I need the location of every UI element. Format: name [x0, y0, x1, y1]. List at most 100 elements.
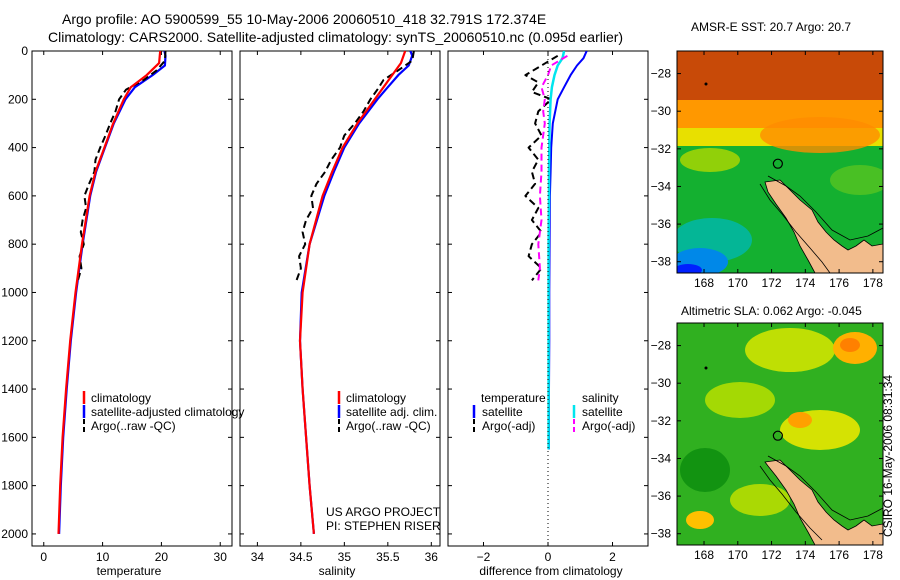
project-note-line2: PI: STEPHEN RISER — [326, 519, 441, 533]
sst_map-lon-label: 170 — [728, 276, 748, 290]
sst_map-lat-label: −28 — [651, 67, 672, 81]
sla_map-lon-label: 174 — [795, 548, 815, 562]
difference-axis-label: difference from climatology — [479, 564, 622, 578]
sla-coastline — [764, 459, 883, 545]
sst-map-field — [677, 51, 883, 273]
sla-patch-yellow-1 — [745, 328, 835, 372]
temperature-xtick-label: 30 — [214, 550, 228, 564]
project-note-line1: US ARGO PROJECT — [326, 505, 441, 519]
sla-shelf-contour-2 — [767, 455, 883, 521]
sla-patch-orange-2 — [840, 338, 860, 352]
temperature-axis-label: temperature — [97, 564, 162, 578]
temperature-xtick-label: 20 — [155, 550, 169, 564]
salinity-axis-label: salinity — [319, 564, 356, 578]
depth-tick-label: 1200 — [1, 334, 28, 348]
sla-islet — [704, 366, 708, 370]
salinity-series-argo — [295, 51, 415, 281]
difference-series-temperature-satellite — [548, 51, 588, 450]
sla_map-lon-label: 172 — [762, 548, 782, 562]
legend-label-temp-satellite: satellite — [482, 405, 523, 419]
sst-patch-yellow — [680, 148, 740, 172]
legend-label-climatology: climatology — [346, 391, 406, 405]
sst-shelf-contour — [759, 183, 831, 273]
difference-series-salinity-satellite — [547, 51, 566, 450]
sla-patch-orange-3 — [788, 412, 812, 428]
figure-title-line1: Argo profile: AO 5900599_55 10-May-2006 … — [62, 11, 547, 27]
legend-label-argo: Argo(..raw -QC) — [346, 419, 431, 433]
legend-title-salinity: salinity — [582, 391, 619, 405]
sla_map-lat-label: −28 — [651, 339, 672, 353]
salinity-xtick-label: 36 — [425, 550, 439, 564]
sla_map-lat-label: −34 — [651, 451, 672, 465]
figure-title-line2: Climatology: CARS2000. Satellite-adjuste… — [48, 29, 624, 45]
depth-tick-label: 200 — [8, 92, 28, 106]
sla-patch-darkgreen — [680, 448, 730, 492]
temperature-series-climatology — [57, 51, 162, 534]
sst_map-lat-label: −30 — [651, 104, 672, 118]
sst_map-lat-label: −32 — [651, 142, 672, 156]
legend-label-sal-argo: Argo(-adj) — [582, 419, 635, 433]
temperature-legend: climatology satellite-adjusted climatolo… — [82, 391, 244, 433]
sst-float-marker — [772, 158, 783, 169]
sst-patch-lightgreen — [830, 165, 883, 195]
depth-tick-label: 1800 — [1, 479, 28, 493]
sla_map-lon-label: 178 — [863, 548, 883, 562]
legend-label-argo: Argo(..raw -QC) — [91, 419, 176, 433]
difference-curves — [524, 51, 588, 450]
difference-series-temperature-argo — [524, 54, 559, 282]
sst-coastline — [764, 179, 883, 273]
temperature-curves — [57, 51, 167, 534]
salinity-curves — [295, 51, 415, 534]
difference-xtick-label: 2 — [609, 550, 616, 564]
depth-tick-label: 1000 — [1, 285, 28, 299]
sst-patch-orange — [760, 117, 880, 153]
difference-legend: temperature salinity satellite Argo(-adj… — [472, 391, 635, 433]
sla_map-lat-label: −30 — [651, 376, 672, 390]
legend-label-sal-satellite: satellite — [582, 405, 623, 419]
salinity-panel-frame — [239, 50, 441, 547]
sla-shelf-contour — [759, 465, 823, 541]
sla_map-lon-label: 168 — [694, 548, 714, 562]
salinity-xtick-label: 35.5 — [376, 550, 400, 564]
sla-float-marker — [772, 430, 783, 441]
sla-map-title: Altimetric SLA: 0.062 Argo: -0.045 — [681, 304, 862, 318]
sst_map-lat-label: −34 — [651, 179, 672, 193]
depth-tick-label: 1600 — [1, 430, 28, 444]
sla_map-lat-label: −36 — [651, 489, 672, 503]
sla-patch-yellow-2 — [705, 382, 775, 418]
salinity-xtick-label: 34 — [251, 550, 265, 564]
legend-label-satellite: satellite-adjusted climatology — [91, 405, 244, 419]
depth-tick-label: 2000 — [1, 527, 28, 541]
sst_map-lat-label: −36 — [651, 217, 672, 231]
sla_map-lon-label: 176 — [829, 548, 849, 562]
temperature-xtick-label: 10 — [96, 550, 110, 564]
sst_map-lon-label: 168 — [694, 276, 714, 290]
depth-tick-label: 600 — [8, 189, 28, 203]
salinity-xtick-label: 35 — [338, 550, 352, 564]
sla_map-lon-label: 170 — [728, 548, 748, 562]
sla_map-lat-label: −38 — [651, 527, 672, 541]
difference-xtick-label: 0 — [545, 550, 552, 564]
sst-shelf-contour-2 — [767, 175, 883, 241]
sla-map-frame — [676, 322, 884, 546]
depth-tick-label: 1400 — [1, 382, 28, 396]
sst_map-lat-label: −38 — [651, 255, 672, 269]
depth-tick-label: 0 — [21, 44, 28, 58]
sla-patch-yellow-4 — [730, 484, 790, 516]
salinity-legend: climatology satellite adj. clim. Argo(..… — [337, 391, 437, 433]
depth-tick-label: 800 — [8, 237, 28, 251]
depth-tick-label: 400 — [8, 141, 28, 155]
salinity-xtick-label: 34.5 — [289, 550, 313, 564]
legend-label-climatology: climatology — [91, 391, 151, 405]
sst_map-lon-label: 178 — [863, 276, 883, 290]
sla-map-field — [677, 323, 883, 545]
temperature-panel-frame — [31, 50, 233, 547]
sst_map-lon-label: 176 — [829, 276, 849, 290]
difference-series-salinity-argo — [537, 54, 568, 281]
sst-map-title: AMSR-E SST: 20.7 Argo: 20.7 — [691, 20, 851, 34]
temperature-series-argo — [76, 51, 167, 281]
temperature-xtick-label: 0 — [40, 550, 47, 564]
sst_map-lon-label: 172 — [762, 276, 782, 290]
legend-title-temperature: temperature — [481, 391, 546, 405]
legend-label-satellite: satellite adj. clim. — [346, 405, 437, 419]
